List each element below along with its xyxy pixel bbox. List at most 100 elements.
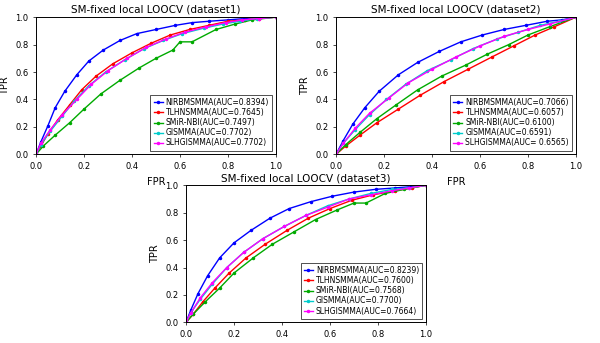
NIRBMSMMA(AUC=0.7066): [500, 27, 508, 32]
TLHNSMMA(AUC=0.6057): [332, 152, 340, 156]
TLHNSMMA(AUC=0.7645): [37, 144, 44, 148]
SLHGISMMA(AUC= 0.6565): [476, 44, 484, 48]
SLHGISMMA(AUC=0.7702): [73, 97, 80, 102]
NIRBMSMMA(AUC=0.8239): [182, 320, 190, 324]
SMiR-NBI(AUC=0.7497): [32, 152, 40, 156]
GISMMA(AUC=0.7702): [272, 15, 280, 19]
TLHNSMMA(AUC=0.6057): [395, 107, 402, 111]
TLHNSMMA(AUC=0.7645): [44, 132, 52, 136]
TLHNSMMA(AUC=0.6057): [356, 133, 364, 137]
TLHNSMMA(AUC=0.7600): [370, 193, 377, 197]
NIRBMSMMA(AUC=0.8394): [133, 32, 140, 36]
SMiR-NBI(AUC=0.7497): [188, 40, 196, 44]
SLHGISMMA(AUC= 0.6565): [546, 22, 553, 26]
GISMMA(AUC=0.7702): [71, 99, 78, 103]
GISMMA(AUC=0.6591): [402, 82, 409, 86]
SLHGISMMA(AUC=0.7702): [203, 25, 210, 29]
Title: SM-fixed local LOOCV (dataset3): SM-fixed local LOOCV (dataset3): [221, 173, 391, 183]
NIRBMSMMA(AUC=0.8239): [307, 200, 314, 204]
SMiR-NBI(AUC=0.7568): [382, 191, 389, 196]
GISMMA(AUC=0.7700): [197, 297, 204, 301]
GISMMA(AUC=0.6591): [469, 47, 476, 51]
SMiR-NBI(AUC=0.7497): [40, 144, 47, 148]
NIRBMSMMA(AUC=0.8394): [61, 89, 68, 93]
TLHNSMMA(AUC=0.7645): [66, 103, 73, 107]
TLHNSMMA(AUC=0.6057): [551, 25, 558, 29]
GISMMA(AUC=0.6591): [340, 141, 347, 145]
SLHGISMMA(AUC=0.7664): [302, 213, 310, 217]
SLHGISMMA(AUC=0.7664): [346, 197, 353, 201]
GISMMA(AUC=0.6591): [493, 37, 500, 41]
TLHNSMMA(AUC=0.7600): [408, 186, 415, 190]
SMiR-NBI(AUC=0.6100): [332, 152, 340, 156]
GISMMA(AUC=0.7702): [253, 16, 260, 21]
NIRBMSMMA(AUC=0.7066): [558, 18, 565, 22]
SMiR-NBI(AUC=0.6100): [484, 52, 491, 56]
SLHGISMMA(AUC= 0.6565): [572, 15, 580, 19]
GISMMA(AUC=0.6591): [424, 69, 431, 73]
SMiR-NBI(AUC=0.7568): [250, 256, 257, 260]
SMiR-NBI(AUC=0.7568): [190, 312, 197, 316]
NIRBMSMMA(AUC=0.8239): [372, 187, 379, 191]
NIRBMSMMA(AUC=0.8394): [100, 48, 107, 52]
NIRBMSMMA(AUC=0.8239): [286, 206, 293, 211]
Line: TLHNSMMA(AUC=0.7645): TLHNSMMA(AUC=0.7645): [34, 15, 278, 156]
TLHNSMMA(AUC=0.7600): [422, 183, 430, 187]
GISMMA(AUC=0.7700): [406, 186, 413, 190]
GISMMA(AUC=0.7700): [389, 187, 396, 191]
NIRBMSMMA(AUC=0.8239): [194, 292, 202, 296]
SLHGISMMA(AUC=0.7664): [240, 250, 247, 255]
SLHGISMMA(AUC=0.7702): [181, 30, 188, 34]
NIRBMSMMA(AUC=0.8394): [205, 19, 212, 23]
NIRBMSMMA(AUC=0.8239): [422, 183, 430, 187]
SMiR-NBI(AUC=0.7497): [176, 40, 184, 44]
X-axis label: FPR: FPR: [447, 177, 465, 187]
SLHGISMMA(AUC=0.7664): [187, 311, 194, 315]
SLHGISMMA(AUC=0.7664): [367, 193, 374, 197]
SLHGISMMA(AUC=0.7702): [88, 82, 95, 86]
SMiR-NBI(AUC=0.6100): [438, 74, 445, 78]
SMiR-NBI(AUC=0.7568): [362, 201, 370, 205]
SMiR-NBI(AUC=0.6100): [462, 63, 469, 67]
GISMMA(AUC=0.7700): [187, 311, 194, 315]
GISMMA(AUC=0.6591): [556, 19, 563, 23]
TLHNSMMA(AUC=0.7600): [326, 206, 334, 211]
NIRBMSMMA(AUC=0.8394): [32, 152, 40, 156]
Line: GISMMA(AUC=0.7702): GISMMA(AUC=0.7702): [34, 15, 278, 156]
NIRBMSMMA(AUC=0.8239): [216, 256, 223, 260]
GISMMA(AUC=0.7702): [179, 32, 186, 36]
SMiR-NBI(AUC=0.6100): [524, 33, 532, 37]
NIRBMSMMA(AUC=0.7066): [436, 49, 443, 54]
SLHGISMMA(AUC= 0.6565): [500, 34, 508, 38]
Y-axis label: TPR: TPR: [0, 76, 10, 95]
NIRBMSMMA(AUC=0.8394): [116, 38, 124, 43]
SMiR-NBI(AUC=0.7497): [169, 48, 176, 52]
SMiR-NBI(AUC=0.7497): [248, 18, 256, 22]
GISMMA(AUC=0.7700): [324, 204, 331, 208]
SMiR-NBI(AUC=0.7568): [290, 230, 298, 234]
GISMMA(AUC=0.7702): [85, 84, 92, 88]
SLHGISMMA(AUC=0.7664): [406, 186, 413, 190]
TLHNSMMA(AUC=0.7600): [199, 300, 206, 304]
TLHNSMMA(AUC=0.7645): [78, 88, 85, 92]
NIRBMSMMA(AUC=0.8239): [266, 216, 274, 220]
TLHNSMMA(AUC=0.7645): [128, 51, 136, 55]
Line: NIRBMSMMA(AUC=0.7066): NIRBMSMMA(AUC=0.7066): [334, 15, 578, 156]
SLHGISMMA(AUC=0.7664): [259, 237, 266, 241]
GISMMA(AUC=0.6591): [536, 23, 544, 27]
TLHNSMMA(AUC=0.6057): [440, 80, 448, 84]
NIRBMSMMA(AUC=0.8239): [350, 190, 358, 194]
TLHNSMMA(AUC=0.7600): [182, 320, 190, 324]
SLHGISMMA(AUC=0.7664): [209, 281, 216, 285]
SLHGISMMA(AUC=0.7664): [223, 265, 230, 270]
GISMMA(AUC=0.7700): [209, 282, 216, 286]
Line: SMiR-NBI(AUC=0.7497): SMiR-NBI(AUC=0.7497): [34, 15, 278, 156]
TLHNSMMA(AUC=0.6057): [532, 33, 539, 37]
SLHGISMMA(AUC=0.7664): [324, 205, 331, 209]
TLHNSMMA(AUC=0.7645): [32, 152, 40, 156]
NIRBMSMMA(AUC=0.7066): [361, 106, 368, 110]
GISMMA(AUC=0.7702): [200, 26, 208, 30]
GISMMA(AUC=0.6591): [515, 30, 522, 34]
GISMMA(AUC=0.7702): [160, 38, 167, 43]
NIRBMSMMA(AUC=0.8394): [152, 27, 160, 32]
